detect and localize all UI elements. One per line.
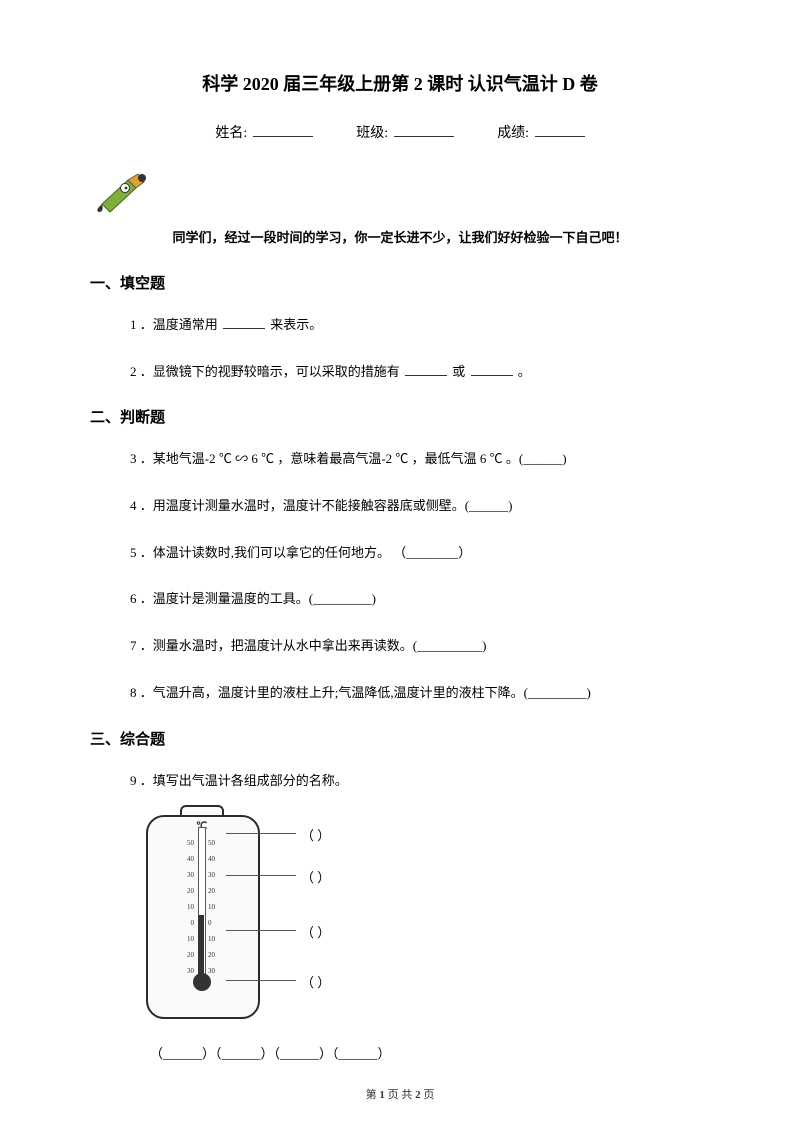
scale-l-1: 40 bbox=[176, 855, 194, 863]
pencil-icon bbox=[94, 170, 710, 219]
paren-1[interactable]: （ ） bbox=[301, 825, 330, 844]
footer-page: 1 bbox=[379, 1089, 385, 1101]
question-8: 8 ．气温升高，温度计里的液柱上升;气温降低,温度计里的液柱下降。(______… bbox=[130, 681, 710, 706]
q2-text-c: 。 bbox=[518, 364, 531, 379]
section-fill: 一、填空题 bbox=[90, 272, 710, 293]
page-title: 科学 2020 届三年级上册第 2 课时 认识气温计 D 卷 bbox=[90, 70, 710, 96]
scale-l-3: 20 bbox=[176, 887, 194, 895]
scale-r-5: 0 bbox=[208, 919, 226, 927]
scale-l-4: 10 bbox=[176, 903, 194, 911]
thermo-fill bbox=[198, 915, 204, 975]
q2-text-b: 或 bbox=[452, 364, 465, 379]
scale-r-4: 10 bbox=[208, 903, 226, 911]
class-blank[interactable] bbox=[394, 122, 454, 137]
bottom-parens[interactable]: （______）（______）（______）（______） bbox=[150, 1043, 710, 1062]
footer-post: 页 bbox=[423, 1089, 434, 1101]
lead-1 bbox=[226, 833, 296, 834]
name-blank[interactable] bbox=[253, 122, 313, 137]
footer-total: 2 bbox=[415, 1089, 421, 1101]
scale-l-6: 10 bbox=[176, 935, 194, 943]
scale-l-8: 30 bbox=[176, 967, 194, 975]
scale-r-7: 20 bbox=[208, 951, 226, 959]
intro-text: 同学们，经过一段时间的学习，你一定长进不少，让我们好好检验一下自己吧！ bbox=[90, 227, 710, 246]
footer-mid: 页 共 bbox=[388, 1089, 416, 1101]
footer: 第 1 页 共 2 页 bbox=[0, 1086, 800, 1102]
footer-pre: 第 bbox=[366, 1089, 380, 1101]
scale-r-6: 10 bbox=[208, 935, 226, 943]
q2-blank-2[interactable] bbox=[471, 361, 513, 376]
scale-l-0: 50 bbox=[176, 839, 194, 847]
lead-2 bbox=[226, 875, 296, 876]
lead-4 bbox=[226, 980, 296, 981]
question-3: 3 ．某地气温-2 ℃ ∽ 6 ℃ ，意味着最高气温-2 ℃ ，最低气温 6 ℃… bbox=[130, 447, 710, 472]
section-comprehensive: 三、综合题 bbox=[90, 728, 710, 749]
scale-l-2: 30 bbox=[176, 871, 194, 879]
scale-r-2: 30 bbox=[208, 871, 226, 879]
scale-r-1: 40 bbox=[208, 855, 226, 863]
scale-l-5: 0 bbox=[176, 919, 194, 927]
score-blank[interactable] bbox=[535, 122, 585, 137]
question-6: 6 ．温度计是测量温度的工具。(_________) bbox=[130, 587, 710, 612]
scale-r-3: 20 bbox=[208, 887, 226, 895]
name-label: 姓名: bbox=[215, 126, 247, 141]
scale-r-8: 30 bbox=[208, 967, 226, 975]
paren-3[interactable]: （ ） bbox=[301, 922, 330, 941]
question-4: 4 ．用温度计测量水温时，温度计不能接触容器底或侧壁。(______) bbox=[130, 494, 710, 519]
q1-text-a: 1 ．温度通常用 bbox=[130, 317, 218, 332]
question-9: 9 ．填写出气温计各组成部分的名称。 bbox=[130, 769, 710, 794]
scale-r-0: 50 bbox=[208, 839, 226, 847]
question-1: 1 ．温度通常用 来表示。 bbox=[130, 313, 710, 338]
score-label: 成绩: bbox=[497, 126, 529, 141]
question-5: 5 ．体温计读数时,我们可以拿它的任何地方。 （________） bbox=[130, 541, 710, 566]
q2-text-a: 2 ．显微镜下的视野较暗示，可以采取的措施有 bbox=[130, 364, 400, 379]
class-label: 班级: bbox=[356, 126, 388, 141]
paren-4[interactable]: （ ） bbox=[301, 972, 330, 991]
q1-blank[interactable] bbox=[223, 314, 265, 329]
paren-2[interactable]: （ ） bbox=[301, 867, 330, 886]
header-line: 姓名: 班级: 成绩: bbox=[90, 122, 710, 142]
page: 科学 2020 届三年级上册第 2 课时 认识气温计 D 卷 姓名: 班级: 成… bbox=[0, 0, 800, 1102]
section-judge: 二、判断题 bbox=[90, 406, 710, 427]
q1-text-b: 来表示。 bbox=[270, 317, 322, 332]
question-2: 2 ．显微镜下的视野较暗示，可以采取的措施有 或 。 bbox=[130, 360, 710, 385]
lead-3 bbox=[226, 930, 296, 931]
thermometer-figure: ℃ 50 40 30 20 10 0 10 20 30 50 40 30 20 … bbox=[146, 815, 506, 1025]
q2-blank-1[interactable] bbox=[405, 361, 447, 376]
question-7: 7 ．测量水温时，把温度计从水中拿出来再读数。(__________) bbox=[130, 634, 710, 659]
scale-l-7: 20 bbox=[176, 951, 194, 959]
